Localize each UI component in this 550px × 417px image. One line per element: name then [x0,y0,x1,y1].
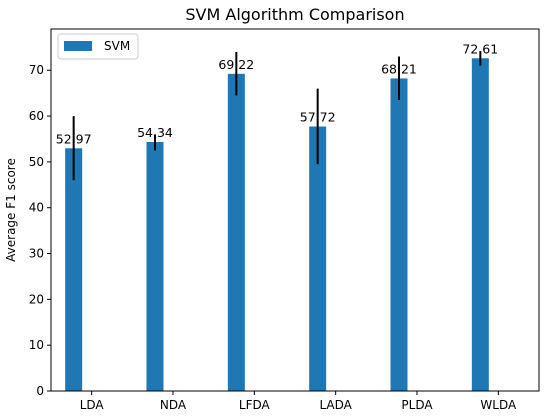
bar [309,126,327,391]
bar [227,73,245,391]
legend-box [57,33,139,60]
x-tick-label: WLDA [480,398,517,412]
data-label: 54.34 [137,125,173,140]
bar [471,58,489,391]
legend: SVM [57,33,139,60]
x-tick-label: PLDA [401,398,433,412]
legend-label: SVM [104,39,130,53]
bar [146,141,164,391]
data-label: 69.22 [218,57,254,72]
bar [65,148,83,391]
y-tick-label: 0 [36,384,44,398]
x-tick-label: LADA [319,398,352,412]
legend-swatch [64,41,92,51]
x-axis: LDA NDA LFDA LADA PLDA WLDA [80,391,517,412]
plot-area: 52.97 54.34 69.22 57.72 68.21 72.61 [56,41,498,392]
data-label: 52.97 [56,131,92,146]
chart-title: SVM Algorithm Comparison [185,5,404,24]
y-tick-label: 10 [29,338,44,352]
x-tick-label: LFDA [239,398,271,412]
y-axis: 0 10 20 30 40 50 60 70 [29,63,51,398]
y-tick-label: 30 [29,247,44,261]
x-tick-label: LDA [80,398,105,412]
data-label: 68.21 [381,61,417,76]
bar [390,78,408,392]
y-tick-label: 70 [29,63,44,77]
plot-frame [50,28,540,392]
y-tick-label: 50 [29,155,44,169]
y-axis-label: Average F1 score [4,158,18,262]
y-tick-label: 60 [29,109,44,123]
data-label: 72.61 [462,41,498,56]
x-tick-label: NDA [160,398,187,412]
y-tick-label: 20 [29,292,44,306]
data-label: 57.72 [300,110,336,125]
y-tick-label: 40 [29,201,44,215]
